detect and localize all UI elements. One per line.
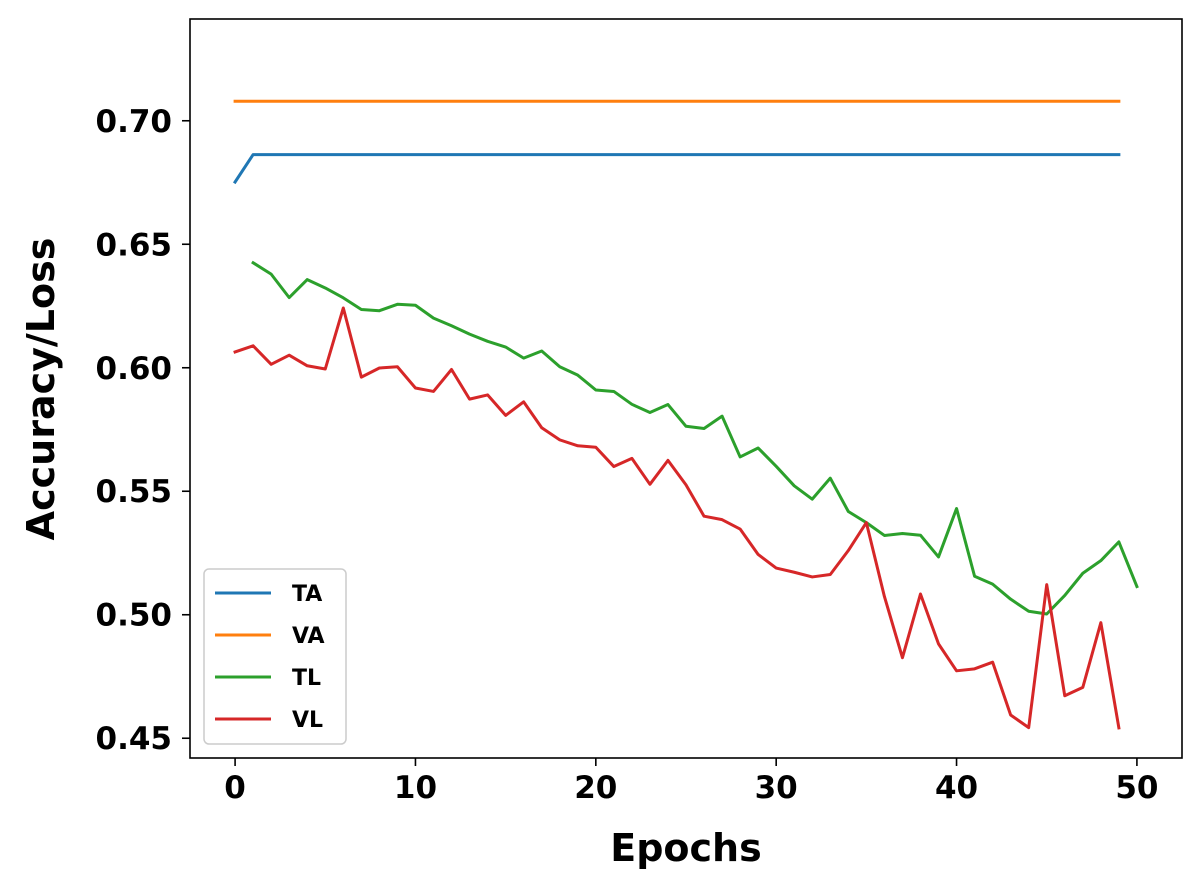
series-line-tl (251, 260, 1139, 616)
x-tick-label: 10 (394, 770, 437, 806)
series-line-ta (233, 153, 1121, 185)
y-tick-label: 0.55 (96, 474, 173, 510)
y-tick-label: 0.70 (96, 104, 173, 140)
x-tick-label: 40 (935, 770, 978, 806)
x-axis: 0 10 20 30 40 50 (224, 758, 1158, 806)
y-tick-label: 0.60 (96, 351, 173, 387)
y-tick-label: 0.45 (96, 721, 173, 757)
legend: TA VA TL VL (203, 568, 347, 745)
plot-lines (233, 99, 1139, 730)
x-tick-label: 30 (755, 770, 798, 806)
x-tick-label: 0 (224, 770, 246, 806)
legend-label-va: VA (292, 624, 325, 649)
x-axis-title: Epochs (610, 826, 761, 870)
x-tick-label: 20 (574, 770, 617, 806)
series-line-vl (233, 306, 1121, 730)
legend-label-vl: VL (292, 708, 323, 733)
y-axis-title: Accuracy/Loss (19, 238, 63, 541)
y-axis: 0.45 0.50 0.55 0.60 0.65 0.70 (96, 104, 190, 757)
y-tick-label: 0.65 (96, 227, 173, 263)
x-tick-label: 50 (1115, 770, 1158, 806)
plot-frame (189, 18, 1183, 759)
legend-label-tl: TL (292, 666, 321, 691)
legend-box (203, 568, 347, 745)
legend-label-ta: TA (292, 582, 322, 607)
y-tick-label: 0.50 (96, 598, 173, 634)
